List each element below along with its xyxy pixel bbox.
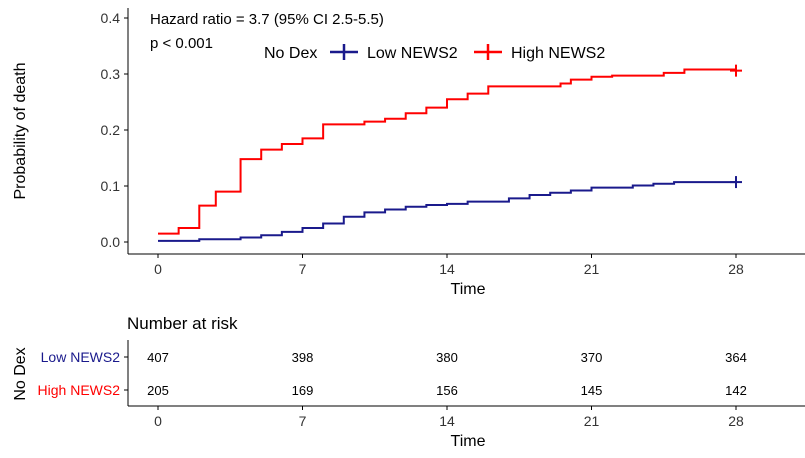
risk-x-ticks: 0 7 14 21 28 [154, 406, 744, 429]
risk-x-axis-title: Time [451, 433, 486, 450]
risk-x-tick-label: 7 [299, 413, 307, 429]
risk-count: 156 [436, 383, 458, 398]
y-tick-label: 0.4 [101, 10, 121, 26]
risk-group-label: No Dex [12, 347, 29, 400]
legend-label-high-news2: High NEWS2 [511, 45, 605, 62]
risk-count: 205 [147, 383, 169, 398]
hazard-ratio-annotation: Hazard ratio = 3.7 (95% CI 2.5-5.5) [150, 11, 384, 28]
legend-title: No Dex [264, 45, 317, 62]
x-ticks: 0 7 14 21 28 [154, 254, 744, 277]
risk-x-tick-label: 14 [439, 413, 455, 429]
risk-count: 398 [292, 350, 314, 365]
x-tick-label: 7 [299, 261, 307, 277]
p-value-annotation: p < 0.001 [150, 35, 213, 52]
x-tick-label: 21 [584, 261, 600, 277]
risk-x-tick-label: 28 [728, 413, 744, 429]
legend-item-low-news2: Low NEWS2 [330, 44, 458, 62]
legend: No Dex Low NEWS2 High NEWS2 [264, 44, 605, 62]
y-ticks: 0.0 0.1 0.2 0.3 0.4 [101, 10, 128, 250]
x-axis-title: Time [451, 281, 486, 298]
risk-count: 407 [147, 350, 169, 365]
series-layer [158, 64, 742, 242]
risk-count: 169 [292, 383, 314, 398]
risk-count: 370 [581, 350, 603, 365]
risk-table: Number at risk No Dex Low NEWS2 407 398 380… [12, 314, 805, 450]
y-tick-label: 0.2 [101, 122, 121, 138]
risk-row-label-high-news2: High NEWS2 [38, 382, 121, 398]
y-axis-title: Probability of death [12, 63, 29, 200]
risk-count: 364 [725, 350, 747, 365]
series-line-high-news2 [158, 68, 736, 235]
risk-count: 142 [725, 383, 747, 398]
series-line-low-news2 [158, 181, 736, 242]
y-tick-label: 0.0 [101, 234, 121, 250]
x-tick-label: 28 [728, 261, 744, 277]
legend-label-low-news2: Low NEWS2 [367, 45, 458, 62]
risk-table-title: Number at risk [127, 314, 238, 333]
main-plot: 0.0 0.1 0.2 0.3 0.4 0 7 14 21 28 Time Probabilit… [12, 8, 805, 298]
risk-row-label-low-news2: Low NEWS2 [41, 349, 121, 365]
legend-item-high-news2: High NEWS2 [474, 44, 605, 62]
risk-x-tick-label: 21 [584, 413, 600, 429]
y-tick-label: 0.3 [101, 66, 121, 82]
risk-count: 380 [436, 350, 458, 365]
risk-x-tick-label: 0 [154, 413, 162, 429]
x-tick-label: 0 [154, 261, 162, 277]
risk-count: 145 [581, 383, 603, 398]
risk-rows: Low NEWS2 407 398 380 370 364 High NEWS2 205 169… [38, 349, 747, 398]
x-tick-label: 14 [439, 261, 455, 277]
y-tick-label: 0.1 [101, 178, 121, 194]
